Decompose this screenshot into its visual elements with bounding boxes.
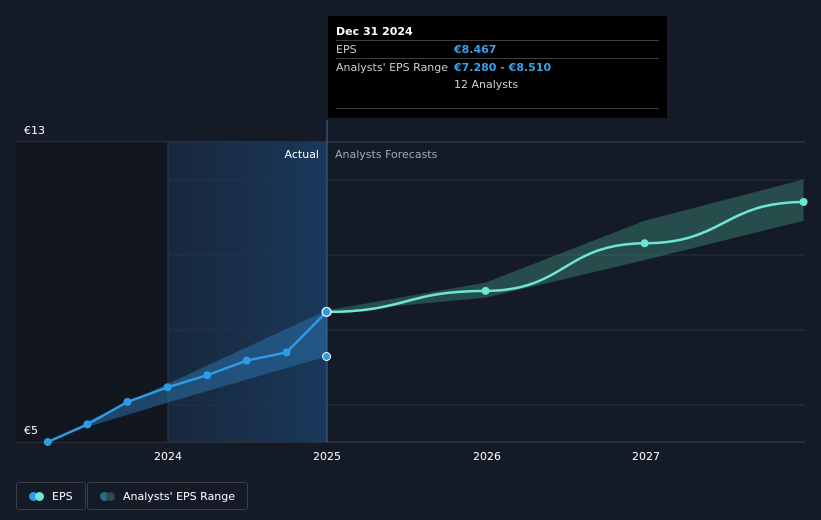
eps-point [43, 438, 52, 446]
actual-region-shade [168, 142, 328, 442]
eps-point [242, 356, 251, 365]
y-tick-label: €13 [24, 124, 45, 137]
eps-chart: €13 €5 2024 2025 2026 2027 Actual Analysts Fore… [16, 120, 808, 463]
eps-forecast-line [326, 200, 804, 314]
tooltip-eps-label: EPS [336, 43, 357, 56]
forecast-point [640, 239, 649, 248]
series-lines [47, 200, 804, 444]
tooltip-range-value: €7.280 - €8.510 [454, 61, 552, 74]
legend-eps[interactable]: EPS [16, 482, 86, 510]
legend-range[interactable]: Analysts' EPS Range [87, 482, 249, 510]
tooltip-range-label: Analysts' EPS Range [336, 61, 449, 74]
x-tick-label: 2026 [473, 450, 501, 463]
eps-point [282, 348, 291, 357]
axis-labels: €13 €5 2024 2025 2026 2027 Actual Analysts Fore… [24, 124, 660, 463]
eps-legend-icon [29, 491, 44, 501]
series-points [43, 198, 808, 446]
eps-point [123, 397, 132, 406]
y-tick-label: €5 [24, 424, 38, 437]
range-legend-icon [100, 491, 115, 501]
legend-eps-label: EPS [52, 489, 73, 503]
x-tick-label: 2024 [154, 450, 182, 463]
forecast-point [481, 286, 490, 295]
highlight-eps-marker [321, 306, 332, 317]
tooltip-divider [336, 58, 659, 59]
forecast-region-label: Analysts Forecasts [335, 148, 438, 161]
eps-line [47, 310, 328, 444]
tooltip-eps-value: €8.467 [454, 43, 497, 56]
data-tooltip: Dec 31 2024 EPS €8.467 Analysts' EPS Ran… [328, 16, 667, 118]
x-tick-label: 2025 [313, 450, 341, 463]
range-bands [87, 179, 804, 427]
tooltip-divider [336, 40, 659, 41]
legend-range-label: Analysts' EPS Range [123, 489, 236, 503]
eps-point [203, 371, 212, 380]
past-region-shade [16, 142, 168, 442]
range-band-forecast [326, 179, 804, 313]
tooltip-date: Dec 31 2024 [336, 25, 413, 38]
x-tick-label: 2027 [632, 450, 660, 463]
tooltip-divider [336, 108, 659, 109]
eps-point [83, 420, 92, 429]
forecast-point [799, 198, 808, 206]
range-band-past [87, 310, 327, 427]
actual-region-label: Actual [285, 148, 319, 161]
eps-point [163, 383, 172, 392]
tooltip-analysts: 12 Analysts [454, 78, 519, 91]
highlight-range-low-marker [322, 352, 332, 361]
